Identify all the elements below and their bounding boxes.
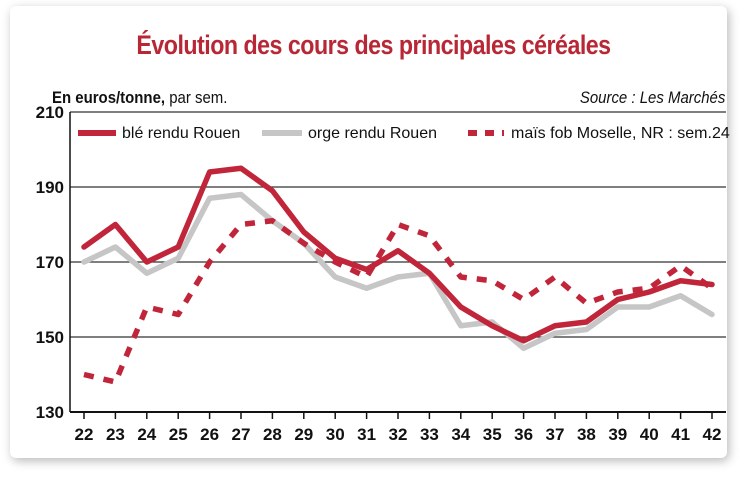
chart-title: Évolution des cours des principales céré… <box>136 30 611 60</box>
x-tick-label: 29 <box>294 425 313 444</box>
x-tick-label: 42 <box>703 425 722 444</box>
series-line-mais <box>83 218 714 385</box>
legend-label: blé rendu Rouen <box>122 125 240 142</box>
series-line-ble <box>81 165 715 344</box>
x-tick-label: 23 <box>106 425 125 444</box>
x-tick-label: 41 <box>671 425 690 444</box>
legend-label: maïs fob Moselle, NR : sem.24 <box>511 125 730 142</box>
y-tick-label: 170 <box>36 253 64 272</box>
x-tick-label: 30 <box>326 425 345 444</box>
x-tick-label: 27 <box>232 425 251 444</box>
x-tick-label: 36 <box>514 425 533 444</box>
series-line-orge <box>81 191 715 351</box>
x-tick-label: 37 <box>546 425 565 444</box>
x-tick-label: 40 <box>640 425 659 444</box>
y-tick-label: 190 <box>36 178 64 197</box>
source-label: Source : Les Marchés <box>579 88 725 107</box>
y-tick-label: 210 <box>36 103 64 122</box>
y-tick-label: 150 <box>36 328 64 347</box>
y-tick-label: 130 <box>36 403 64 422</box>
x-tick-label: 26 <box>200 425 219 444</box>
x-tick-label: 33 <box>420 425 439 444</box>
x-tick-label: 39 <box>608 425 627 444</box>
x-tick-label: 31 <box>357 425 376 444</box>
unit-label-bold: En euros/tonne, <box>52 88 166 107</box>
legend-label: orge rendu Rouen <box>308 125 437 142</box>
x-tick-label: 25 <box>169 425 188 444</box>
x-tick-label: 24 <box>137 425 156 444</box>
x-tick-label: 35 <box>483 425 502 444</box>
unit-label: En euros/tonne, par sem. <box>52 88 227 108</box>
x-tick-label: 34 <box>451 425 470 444</box>
unit-label-rest: par sem. <box>165 88 228 107</box>
chart-card <box>10 6 727 458</box>
x-tick-label: 32 <box>389 425 408 444</box>
x-tick-label: 28 <box>263 425 282 444</box>
x-tick-label: 38 <box>577 425 596 444</box>
x-tick-label: 22 <box>75 425 94 444</box>
